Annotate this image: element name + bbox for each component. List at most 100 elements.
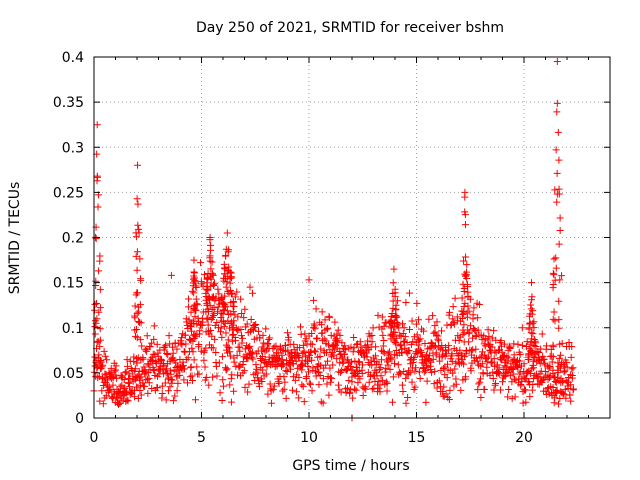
data-point [390,265,398,273]
y-tick-label: 0.15 [53,276,84,292]
data-point [299,341,307,349]
data-point [279,387,287,395]
data-point [96,342,104,350]
data-point [555,354,563,362]
data-point [476,375,484,383]
data-point [192,306,200,314]
data-point [525,350,533,358]
data-point [217,324,225,332]
data-point [213,318,221,326]
data-point [505,354,513,362]
data-point [121,384,129,392]
data-point [121,369,129,377]
y-tick-label: 0.1 [62,321,84,337]
data-point [317,345,325,353]
data-point [472,354,480,362]
data-point [380,322,388,330]
data-point [356,338,364,346]
data-point [246,283,254,291]
data-point [306,380,314,388]
data-point [472,345,480,353]
data-point [247,315,255,323]
data-point [218,353,226,361]
data-point [218,317,226,325]
data-point [131,314,139,322]
data-point [412,320,420,328]
data-point [206,234,214,241]
data-point [344,356,352,364]
x-tick-label: 0 [90,430,99,446]
data-point [550,308,558,316]
data-point [195,370,203,378]
data-point [403,339,411,347]
data-point [365,378,373,386]
data-point [568,371,576,379]
data-point [191,330,199,338]
data-point [545,364,553,372]
data-point [184,303,192,311]
data-point [400,337,408,345]
data-point [316,372,324,380]
data-point [524,353,532,361]
data-point [307,340,315,348]
data-point [102,392,110,400]
data-point [120,375,128,383]
data-point [132,252,140,260]
data-point [478,360,486,368]
data-point [264,340,272,348]
data-point [368,385,376,393]
data-point [555,316,563,324]
data-point [517,382,525,390]
data-point [286,361,294,369]
data-point [137,319,145,327]
data-point [511,393,519,401]
data-point [416,335,424,343]
data-point [431,322,439,330]
data-point [148,339,156,347]
data-point [356,375,364,383]
data-point [278,351,286,359]
data-point [554,369,562,377]
data-point [353,341,361,349]
data-point [237,295,245,303]
data-point [520,360,528,368]
data-point [374,378,382,386]
data-point [508,366,516,374]
data-point [133,266,141,274]
data-point [379,331,387,339]
data-point [190,356,198,364]
data-point [214,285,222,293]
data-point [553,190,561,198]
data-point [227,398,235,406]
data-point [431,328,439,336]
data-point [458,311,466,319]
data-point [508,395,516,403]
data-point [220,318,228,326]
data-point [297,323,305,331]
data-point [97,357,105,365]
data-point [288,386,296,394]
data-point [132,233,140,241]
data-point [435,343,443,351]
data-point [457,386,465,394]
data-point [220,322,228,330]
data-point [204,274,212,282]
data-point [111,390,119,398]
data-point [389,373,397,381]
data-point [205,381,213,389]
data-point [214,303,222,311]
data-point [569,385,577,393]
data-point [490,355,498,363]
data-point [372,343,380,351]
data-point [261,348,269,356]
data-point [362,385,370,393]
data-point [134,394,142,402]
data-point [553,169,561,177]
data-point [220,274,228,282]
data-point [98,387,106,395]
data-point [535,349,543,357]
data-point [368,331,376,339]
data-point [191,305,199,313]
data-point [252,320,260,328]
data-point [489,375,497,382]
